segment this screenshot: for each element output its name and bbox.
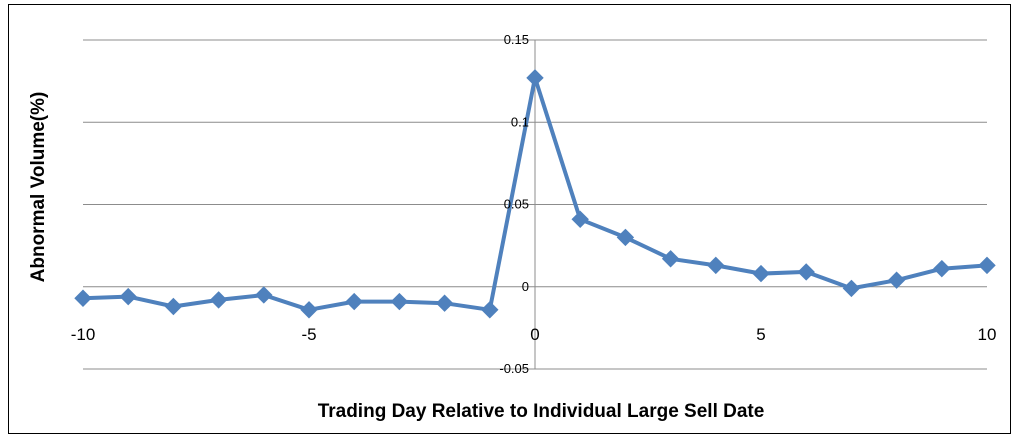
x-tick-label: 5 — [756, 325, 765, 344]
y-tick-label: 0 — [522, 279, 529, 294]
x-tick-label: 0 — [530, 325, 539, 344]
data-point-marker — [345, 292, 363, 311]
data-point-marker — [887, 271, 906, 289]
data-point-marker — [752, 264, 770, 283]
data-point-marker — [119, 287, 137, 306]
data-point-marker — [255, 286, 273, 304]
y-tick-label: 0.05 — [504, 197, 529, 212]
data-point-marker — [661, 250, 680, 268]
y-tick-label: 0.15 — [504, 32, 529, 47]
data-point-marker — [300, 301, 318, 319]
data-point-marker — [390, 292, 409, 311]
line-chart: 0.15 0.1 0.05 0 -0.05 -10 -5 0 5 10 Abnormal Vol… — [28, 32, 997, 422]
data-point-marker — [571, 210, 589, 229]
y-axis-title: Abnormal Volume(%) — [28, 92, 49, 283]
data-point-marker — [842, 279, 861, 298]
y-tick-labels: 0.15 0.1 0.05 0 -0.05 — [499, 32, 529, 376]
x-tick-labels: -10 -5 0 5 10 — [71, 325, 997, 344]
data-point-marker — [616, 228, 635, 247]
data-point-marker — [707, 256, 725, 275]
x-axis-title: Trading Day Relative to Individual Large… — [318, 401, 765, 422]
data-point-marker — [164, 297, 183, 316]
data-point-marker — [74, 289, 92, 307]
x-tick-label: -5 — [301, 325, 316, 344]
data-point-marker — [481, 301, 499, 319]
data-point-marker — [526, 69, 544, 87]
data-point-marker — [209, 291, 228, 309]
data-point-marker — [435, 294, 454, 312]
x-tick-label: -10 — [71, 325, 96, 344]
chart-area: 0.15 0.1 0.05 0 -0.05 -10 -5 0 5 10 Abnormal Vol… — [8, 4, 1011, 434]
y-tick-label: 0.1 — [511, 114, 529, 129]
data-point-marker — [797, 263, 815, 281]
x-tick-label: 10 — [978, 325, 997, 344]
series-markers — [74, 69, 996, 319]
y-tick-label: -0.05 — [499, 361, 529, 376]
data-point-marker — [978, 256, 996, 275]
data-point-marker — [933, 259, 951, 278]
